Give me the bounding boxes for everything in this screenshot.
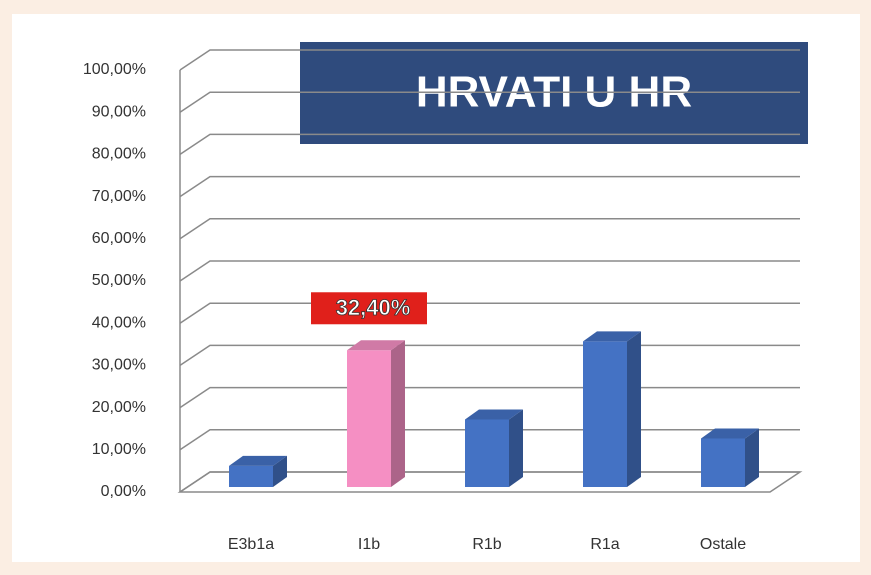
y-tick-label: 30,00% [92, 357, 146, 374]
x-tick-label: R1b [472, 536, 501, 553]
value-label-box [311, 292, 427, 325]
bar-side [273, 455, 287, 487]
grid-line [179, 91, 800, 113]
y-tick-label: 40,00% [92, 314, 146, 331]
y-tick-label: 70,00% [92, 188, 146, 205]
x-tick-label: R1a [590, 536, 619, 553]
y-tick-label: 0,00% [101, 483, 146, 500]
grid-line [179, 49, 800, 71]
y-tick-label: 10,00% [92, 441, 146, 458]
floor [177, 471, 803, 493]
bar-side [509, 409, 523, 487]
grid-line [179, 260, 800, 282]
bar-front [229, 465, 273, 487]
grid-line [179, 133, 800, 156]
bar-front [465, 419, 509, 487]
y-tick-label: 90,00% [92, 103, 146, 120]
bar-top [347, 340, 405, 351]
bar-top [465, 409, 523, 420]
x-tick-label: I1b [358, 536, 380, 553]
grid-line [179, 302, 800, 324]
grid-line [179, 175, 800, 198]
y-tick-label: 80,00% [92, 146, 146, 163]
bar-front [347, 350, 391, 487]
bar-top [583, 331, 641, 342]
grid-line [179, 218, 800, 240]
y-tick-label: 20,00% [92, 399, 146, 416]
bar-side [627, 331, 641, 487]
y-tick-label: 50,00% [92, 272, 146, 289]
y-tick-label: 60,00% [92, 230, 146, 247]
bar-front [701, 438, 745, 487]
title-box [300, 42, 808, 144]
bar-top [229, 455, 287, 466]
x-tick-label: E3b1a [228, 536, 274, 553]
bar-side [391, 340, 405, 487]
bar-front [583, 341, 627, 487]
y-tick-label: 100,00% [83, 61, 146, 78]
bar-top [701, 428, 759, 439]
x-tick-label: Ostale [700, 536, 746, 553]
bar-side [745, 428, 759, 487]
value-label: 32,40% [336, 295, 411, 320]
